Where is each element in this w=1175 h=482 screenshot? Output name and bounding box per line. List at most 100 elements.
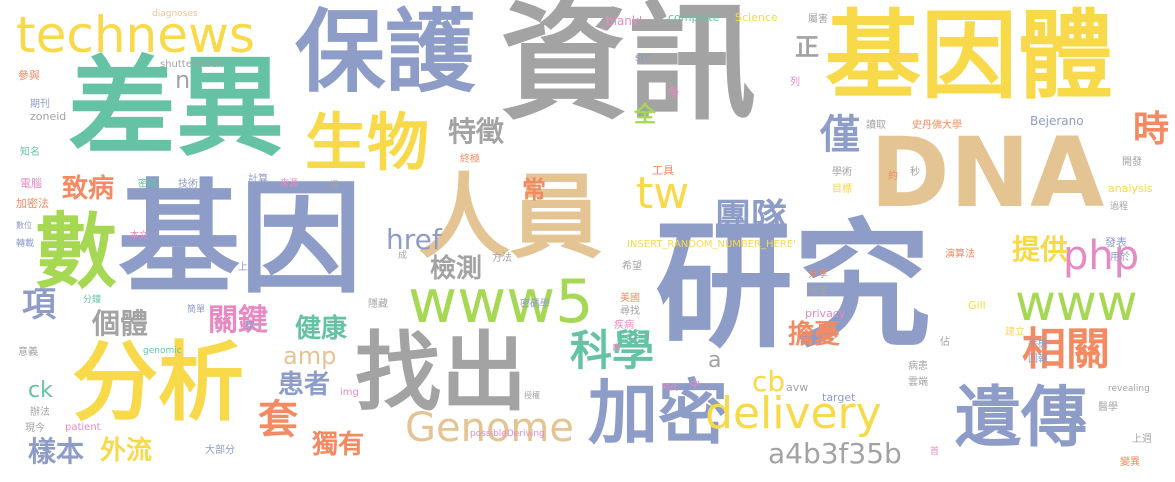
word-cloud-word: 關鍵 xyxy=(208,303,268,338)
word-cloud-word: 列 xyxy=(790,77,800,88)
word-cloud-word: 成 xyxy=(398,251,408,261)
word-cloud-word: 特徵 xyxy=(448,115,505,148)
word-cloud-word: www5 xyxy=(408,267,594,337)
word-cloud-word: shutterstock xyxy=(160,59,223,70)
word-cloud-word: 簡單 xyxy=(187,305,206,315)
word-cloud-word: revealing xyxy=(1108,384,1150,394)
word-cloud-word: 技術 xyxy=(178,179,198,190)
word-cloud-word: 檢測 xyxy=(430,254,483,284)
word-cloud-word: 變異 xyxy=(1120,457,1140,468)
word-cloud-word: 上傳 xyxy=(238,262,258,273)
word-cloud-word: 串 xyxy=(612,344,622,354)
word-cloud-word: _blank' xyxy=(600,14,643,28)
word-cloud-word: 分享 xyxy=(808,269,828,280)
word-cloud-word: 加密法 xyxy=(16,197,49,210)
word-cloud-word: cb xyxy=(752,365,786,398)
word-cloud-word: diagnoses xyxy=(152,9,198,19)
word-cloud-word: a xyxy=(708,348,722,373)
word-cloud-word: 基因 xyxy=(118,168,362,310)
word-cloud-word: 史丹佛大學 xyxy=(912,120,962,131)
word-cloud-word: 患者 xyxy=(278,370,331,400)
word-cloud-word: 僅 xyxy=(820,112,860,158)
word-cloud-word: technews xyxy=(16,6,255,64)
word-cloud-word: DNA xyxy=(870,117,1105,229)
word-cloud-word: 期刊 xyxy=(30,99,50,110)
word-cloud-word: 隱藏 xyxy=(368,299,388,310)
word-cloud-word: 工具 xyxy=(652,164,674,177)
word-cloud-word: img xyxy=(340,387,359,398)
word-cloud-word: 分析 xyxy=(72,333,244,433)
word-cloud-word: 約 xyxy=(888,171,898,182)
word-cloud-word: 數 xyxy=(35,205,118,300)
word-cloud-word: 時代 xyxy=(662,383,678,392)
word-cloud-word: 外流 xyxy=(100,436,153,466)
word-cloud-word: 團隊 xyxy=(715,197,788,238)
word-cloud-word: avw xyxy=(786,381,809,394)
word-cloud-word: delivery xyxy=(705,388,882,439)
word-cloud-word: 意義 xyxy=(18,347,38,358)
word-cloud-word: n xyxy=(175,66,191,94)
word-cloud-word: 常 xyxy=(522,176,546,204)
word-cloud-word: 中 xyxy=(690,380,700,391)
word-cloud-word: 致病 xyxy=(62,174,115,204)
word-cloud-word: 全 xyxy=(634,103,657,128)
word-cloud-word: 項 xyxy=(22,285,56,325)
word-cloud-word: 密碼 xyxy=(138,179,158,190)
word-cloud-word: amp xyxy=(283,342,337,370)
word-cloud-word: 疾病 xyxy=(614,320,634,331)
word-cloud-word: 保護 xyxy=(295,0,475,105)
word-cloud-word: 提供 xyxy=(1012,233,1069,266)
word-cloud-word: 正 xyxy=(795,33,819,61)
word-cloud-word: 辦法 xyxy=(30,407,50,418)
word-cloud-word: 資訊 xyxy=(500,0,757,138)
word-cloud-word: target xyxy=(822,391,856,404)
word-cloud-word: Bejerano xyxy=(1030,114,1084,128)
word-cloud-word: href xyxy=(386,223,442,256)
word-cloud-word: 計算 xyxy=(248,174,268,185)
word-cloud-word: 方法 xyxy=(492,253,512,264)
word-cloud-word: Science xyxy=(735,11,778,24)
word-cloud-word: 遺傳 xyxy=(955,379,1087,456)
word-cloud-word: 差異 xyxy=(68,46,285,171)
word-cloud-word: 病患 xyxy=(908,361,928,372)
word-cloud-word: 加密 xyxy=(588,372,728,454)
word-cloud-word: 套 xyxy=(258,397,298,443)
word-cloud-word: ck xyxy=(28,378,53,403)
word-cloud-word: 科學 xyxy=(570,326,655,375)
word-cloud-word: 希望 xyxy=(622,261,642,272)
word-cloud-word: 屬害 xyxy=(808,14,828,25)
word-cloud-word: 尋找 xyxy=(620,306,640,317)
word-cloud-word: 樣本 xyxy=(28,435,85,468)
word-cloud-word: 發表 xyxy=(1105,236,1127,249)
word-cloud-word: 醫學 xyxy=(1098,402,1118,413)
word-cloud-word: 本文 xyxy=(130,231,149,241)
word-cloud-word: 人員 xyxy=(418,164,603,271)
word-cloud-word: 開發 xyxy=(1122,157,1142,168)
word-cloud-word: 秒 xyxy=(910,167,920,178)
word-cloud-word: 生物 xyxy=(305,106,430,179)
word-cloud-word: 分鐘 xyxy=(83,295,102,305)
word-cloud-word: 建立 xyxy=(1005,327,1025,338)
word-cloud-word: INSERT_RANDOM_NUMBER_HERE' xyxy=(627,239,796,250)
word-cloud-word: 健康 xyxy=(295,314,348,344)
word-cloud-word: 上週 xyxy=(1132,434,1152,445)
word-cloud-word: 學 xyxy=(668,86,679,99)
word-cloud-word: Genome xyxy=(405,405,575,451)
word-cloud-word: 參與 xyxy=(18,69,40,82)
word-cloud-word: complete xyxy=(668,11,720,24)
word-cloud-word: www xyxy=(1015,274,1138,332)
word-cloud-word: 手機 xyxy=(1028,339,1048,350)
word-cloud-word: 轉載 xyxy=(16,239,35,249)
word-cloud-word: 整 xyxy=(245,321,255,332)
word-cloud-word: php xyxy=(1063,233,1140,279)
word-cloud-word: 找出 xyxy=(355,323,527,423)
word-cloud-word: 學術 xyxy=(832,167,852,178)
word-cloud-word: src xyxy=(635,51,652,64)
word-cloud-word: privacy xyxy=(805,307,846,320)
word-cloud-word: analysis xyxy=(1108,182,1153,195)
word-cloud-word: 美國 xyxy=(620,293,640,304)
word-cloud-word: 終極 xyxy=(460,154,480,165)
word-cloud-word: 特定 xyxy=(808,286,828,297)
word-cloud-word: 首 xyxy=(930,447,940,457)
